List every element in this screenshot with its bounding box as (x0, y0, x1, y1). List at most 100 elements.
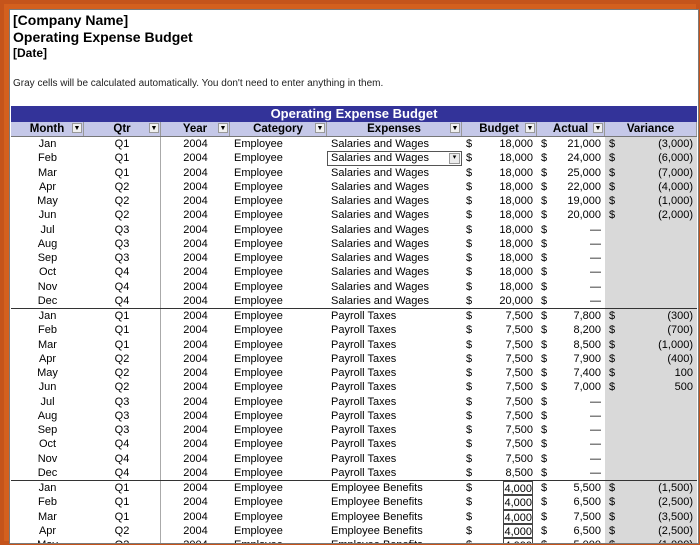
actual-cell[interactable]: $22,000 (537, 180, 605, 194)
category-cell[interactable]: Employee (234, 367, 283, 379)
actual-cell[interactable]: $7,900 (537, 352, 605, 366)
category-cell[interactable]: Employee (234, 223, 283, 236)
actual-cell[interactable]: $21,000 (537, 137, 605, 151)
category-cell[interactable]: Employee (234, 324, 283, 337)
category-cell[interactable]: Employee (234, 310, 283, 322)
budget-cell[interactable]: $7,500 (462, 338, 537, 352)
qtr-cell[interactable]: Q1 (84, 151, 161, 166)
category-cell[interactable]: Employee (234, 524, 283, 537)
expense-cell[interactable]: Salaries and Wages (327, 166, 462, 180)
expense-cell[interactable]: Salaries and Wages (327, 237, 462, 251)
year-cell[interactable]: 2004 (183, 223, 208, 236)
budget-cell[interactable]: $18,000 (462, 251, 537, 265)
expense-cell[interactable]: Employee Benefits (327, 510, 462, 524)
year-cell[interactable]: 2004 (183, 381, 208, 394)
month-cell[interactable]: Jan (38, 482, 57, 494)
budget-cell[interactable]: $4,000 (462, 538, 537, 543)
month-cell[interactable]: Oct (38, 266, 57, 279)
category-cell[interactable]: Employee (234, 180, 283, 193)
actual-cell[interactable]: $ — (537, 395, 605, 409)
expense-cell[interactable]: Employee Benefits (327, 524, 462, 538)
budget-cell[interactable]: $7,500 (462, 409, 537, 423)
qtr-cell[interactable]: Q4 (84, 265, 161, 280)
qtr-cell[interactable]: Q2 (84, 366, 161, 381)
budget-cell[interactable]: $7,500 (462, 366, 537, 380)
filter-dropdown-icon[interactable]: ▼ (149, 123, 159, 133)
qtr-cell[interactable]: Q1 (84, 309, 161, 324)
category-cell[interactable]: Employee (234, 452, 283, 465)
header-actual[interactable]: Actual ▼ (537, 122, 605, 136)
expense-cell[interactable]: Payroll Taxes (327, 466, 462, 480)
budget-cell[interactable]: $7,500 (462, 423, 537, 437)
expense-cell[interactable]: Payroll Taxes (327, 395, 462, 409)
budget-cell[interactable]: $8,500 (462, 466, 537, 480)
qtr-cell[interactable]: Q3 (84, 222, 161, 237)
filter-dropdown-icon[interactable]: ▼ (218, 123, 228, 133)
expense-cell[interactable]: Payroll Taxes (327, 409, 462, 423)
expense-cell[interactable]: Payroll Taxes (327, 423, 462, 437)
budget-cell[interactable]: $18,000 (462, 166, 537, 180)
month-cell[interactable]: Aug (37, 409, 58, 422)
month-cell[interactable]: Dec (37, 294, 58, 307)
expense-cell[interactable]: Salaries and Wages (327, 137, 462, 151)
actual-cell[interactable]: $8,200 (537, 323, 605, 337)
year-cell[interactable]: 2004 (183, 438, 208, 451)
actual-cell[interactable]: $ — (537, 452, 605, 466)
actual-cell[interactable]: $ — (537, 265, 605, 279)
year-cell[interactable]: 2004 (183, 152, 208, 165)
year-cell[interactable]: 2004 (183, 209, 208, 222)
actual-cell[interactable]: $ — (537, 466, 605, 480)
budget-cell[interactable]: $7,500 (462, 309, 537, 323)
month-cell[interactable]: May (37, 195, 58, 207)
month-cell[interactable]: Feb (38, 324, 57, 337)
budget-cell[interactable]: $7,500 (462, 437, 537, 451)
category-cell[interactable]: Employee (234, 466, 283, 479)
filter-dropdown-icon[interactable]: ▼ (525, 123, 535, 133)
year-cell[interactable]: 2004 (183, 409, 208, 422)
qtr-cell[interactable]: Q1 (84, 337, 161, 352)
category-cell[interactable]: Employee (234, 237, 283, 250)
month-cell[interactable]: Sep (37, 424, 58, 436)
header-year[interactable]: Year ▼ (161, 122, 230, 136)
year-cell[interactable]: 2004 (183, 294, 208, 307)
qtr-cell[interactable]: Q3 (84, 394, 161, 409)
actual-cell[interactable]: $ — (537, 237, 605, 251)
expense-cell[interactable]: Payroll Taxes (327, 380, 462, 394)
category-cell[interactable]: Employee (234, 338, 283, 351)
category-cell[interactable]: Employee (234, 381, 283, 394)
month-cell[interactable]: Nov (37, 452, 58, 465)
expense-cell[interactable]: Payroll Taxes (327, 309, 462, 323)
expense-cell[interactable]: Payroll Taxes (327, 366, 462, 380)
qtr-cell[interactable]: Q1 (84, 137, 161, 152)
expense-cell[interactable]: Employee Benefits (327, 495, 462, 509)
year-cell[interactable]: 2004 (183, 237, 208, 250)
year-cell[interactable]: 2004 (183, 266, 208, 279)
company-name[interactable]: [Company Name] (13, 12, 129, 28)
category-cell[interactable]: Employee (234, 510, 283, 523)
qtr-cell[interactable]: Q1 (84, 495, 161, 510)
qtr-cell[interactable]: Q4 (84, 465, 161, 480)
month-cell[interactable]: Nov (37, 280, 58, 293)
expense-cell[interactable]: Employee Benefits (327, 481, 462, 495)
category-cell[interactable]: Employee (234, 195, 283, 207)
actual-cell[interactable]: $ — (537, 409, 605, 423)
year-cell[interactable]: 2004 (183, 280, 208, 293)
month-cell[interactable]: Apr (38, 180, 57, 193)
actual-cell[interactable]: $ — (537, 251, 605, 265)
qtr-cell[interactable]: Q2 (84, 538, 161, 543)
budget-cell[interactable]: $18,000 (462, 180, 537, 194)
month-cell[interactable]: May (37, 367, 58, 379)
header-budget[interactable]: Budget ▼ (462, 122, 537, 136)
year-cell[interactable]: 2004 (183, 138, 208, 150)
actual-cell[interactable]: $25,000 (537, 166, 605, 180)
year-cell[interactable]: 2004 (183, 452, 208, 465)
qtr-cell[interactable]: Q3 (84, 236, 161, 251)
month-cell[interactable]: Feb (38, 152, 57, 165)
category-cell[interactable]: Employee (234, 266, 283, 279)
filter-dropdown-icon[interactable]: ▼ (593, 123, 603, 133)
year-cell[interactable]: 2004 (183, 180, 208, 193)
category-cell[interactable]: Employee (234, 424, 283, 436)
year-cell[interactable]: 2004 (183, 367, 208, 379)
budget-cell[interactable]: $18,000 (462, 280, 537, 294)
qtr-cell[interactable]: Q2 (84, 523, 161, 538)
